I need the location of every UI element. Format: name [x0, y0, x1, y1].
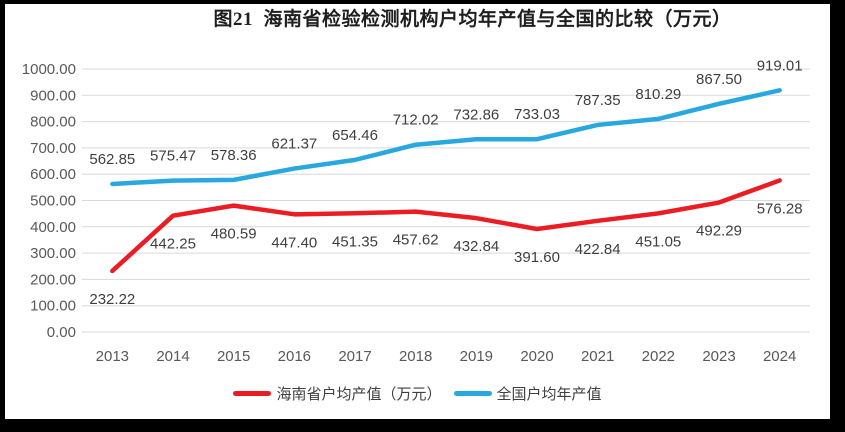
line-chart-plot: 0.00 100.00 200.00 300.00 400.00 500.00 600.00…	[22, 57, 810, 365]
x-axis-tick-label: 2018	[399, 348, 432, 365]
data-label-1: 733.03	[514, 106, 560, 123]
y-axis-tick-label: 800.00	[30, 114, 76, 131]
data-label-0: 442.25	[150, 236, 196, 253]
series-line-0	[110, 178, 782, 274]
x-axis-tick-label: 2014	[156, 348, 189, 365]
chart-title: 图21 海南省检验检测机构户均年产值与全国的比较（万元）	[213, 9, 732, 30]
data-label-0: 391.60	[514, 249, 560, 266]
y-axis-tick-label: 0.00	[47, 324, 76, 341]
y-axis-tick-label: 1000.00	[22, 61, 76, 78]
legend-swatch-hainan-line	[233, 391, 272, 396]
legend-item-hainan: 海南省户均产值（万元）	[233, 383, 442, 404]
y-axis-tick-label: 200.00	[30, 271, 76, 288]
chart-legend: 海南省户均产值（万元） 全国户均年产值	[5, 383, 830, 404]
data-label-0: 457.62	[393, 232, 439, 249]
x-axis-tick-label: 2015	[217, 348, 250, 365]
data-label-0: 432.84	[453, 238, 499, 255]
data-label-0: 451.05	[635, 233, 681, 250]
data-label-0: 451.35	[332, 233, 378, 250]
data-label-0: 422.84	[575, 241, 621, 258]
data-label-0: 447.40	[271, 234, 317, 251]
x-axis-tick-label: 2022	[642, 348, 675, 365]
data-label-1: 787.35	[575, 92, 621, 109]
data-label-1: 732.86	[453, 106, 499, 123]
data-label-0: 492.29	[696, 223, 742, 240]
y-axis-tick-label: 100.00	[30, 298, 76, 315]
x-axis-tick-label: 2020	[520, 348, 553, 365]
data-label-1: 654.46	[332, 127, 378, 144]
data-label-0: 232.22	[89, 291, 135, 308]
y-axis-tick-label: 600.00	[30, 166, 76, 183]
x-axis-tick-label: 2013	[96, 348, 129, 365]
x-axis-tick-label: 2023	[702, 348, 735, 365]
data-label-1: 712.02	[393, 112, 439, 129]
data-label-1: 562.85	[89, 151, 135, 168]
legend-label-national: 全国户均年产值	[496, 386, 602, 403]
y-axis-tick-label: 700.00	[30, 140, 76, 157]
legend-swatch-national-line	[453, 391, 492, 396]
x-axis-tick-label: 2024	[763, 348, 796, 365]
data-label-1: 621.37	[271, 136, 317, 153]
series-line-1	[110, 88, 782, 187]
data-label-0: 576.28	[757, 200, 803, 217]
y-axis-tick-label: 500.00	[30, 193, 76, 210]
data-label-0: 480.59	[211, 226, 257, 243]
data-label-1: 578.36	[211, 147, 257, 164]
legend-item-national: 全国户均年产值	[453, 383, 602, 404]
y-axis-tick-label: 900.00	[30, 87, 76, 104]
data-label-1: 919.01	[757, 57, 803, 74]
x-axis-tick-label: 2016	[278, 348, 311, 365]
data-label-1: 867.50	[696, 71, 742, 88]
chart-canvas: 图21 海南省检验检测机构户均年产值与全国的比较（万元） 0.00 100.00 2…	[5, 4, 830, 419]
x-axis-tick-label: 2017	[338, 348, 371, 365]
data-label-1: 575.47	[150, 148, 196, 165]
y-axis-tick-label: 400.00	[30, 219, 76, 236]
x-axis-tick-label: 2021	[581, 348, 614, 365]
y-axis-tick-label: 300.00	[30, 245, 76, 262]
legend-label-hainan: 海南省户均产值（万元）	[276, 386, 442, 403]
data-label-1: 810.29	[635, 86, 681, 103]
x-axis-tick-label: 2019	[460, 348, 493, 365]
